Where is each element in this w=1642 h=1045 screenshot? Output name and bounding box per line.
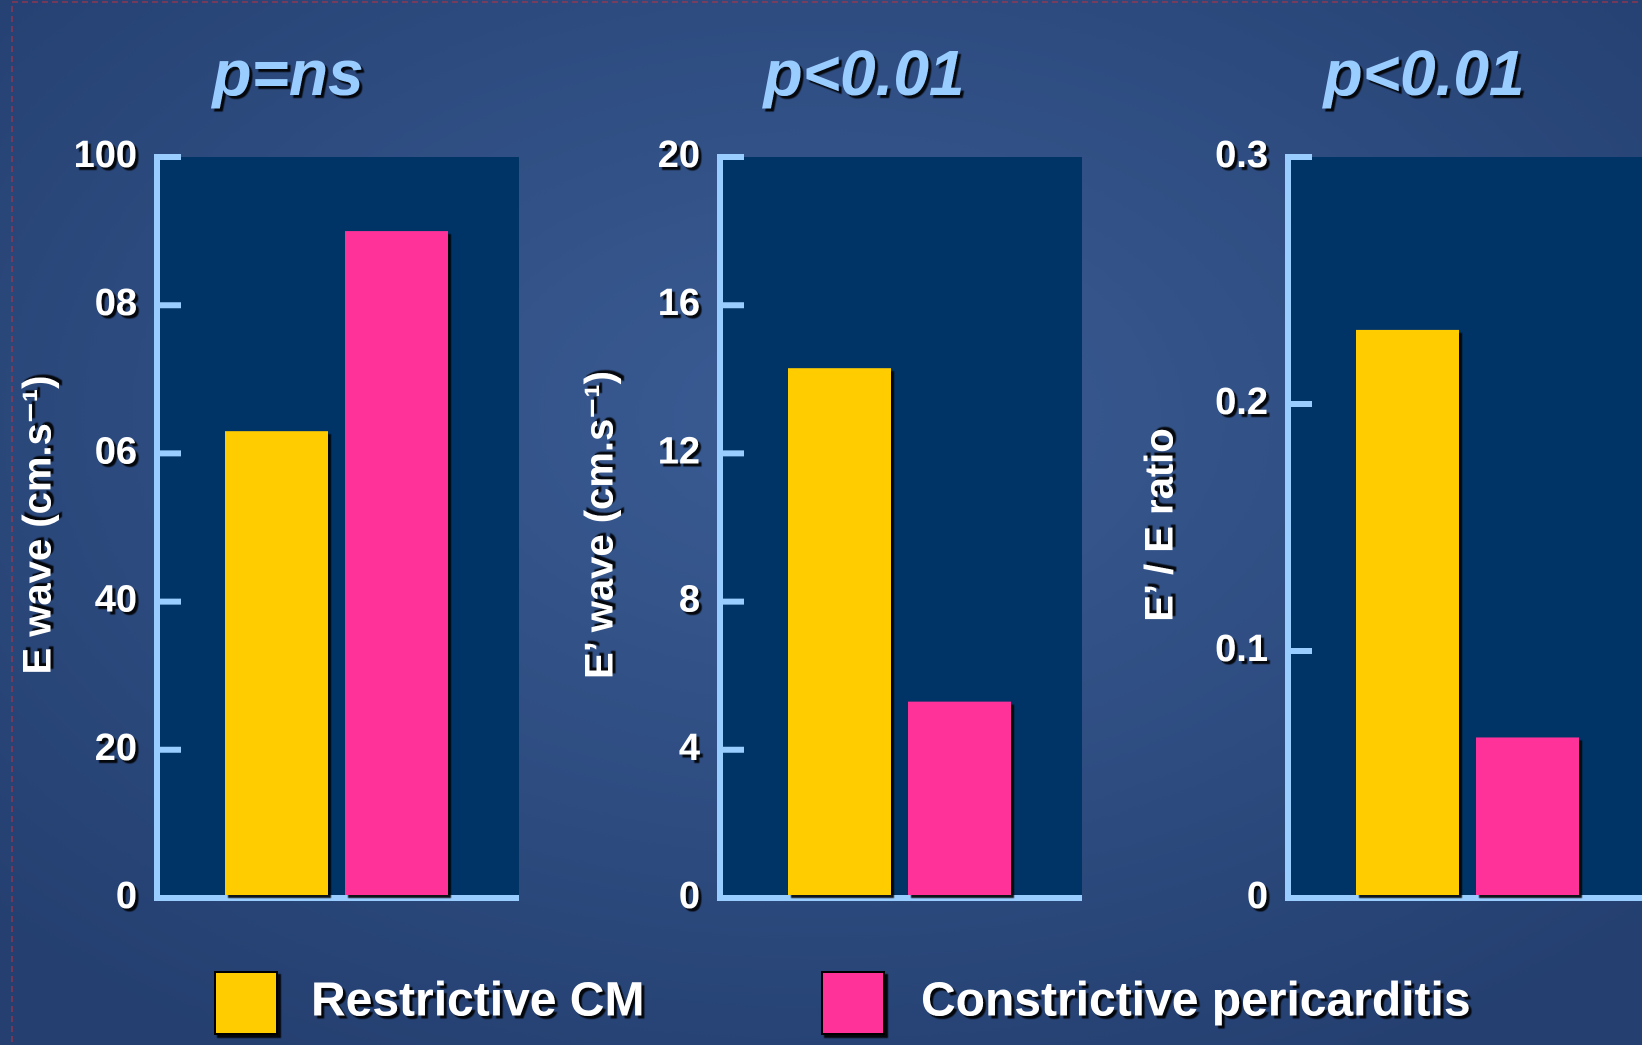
- y-tick-label: 12: [658, 430, 700, 472]
- y-axis-label: E wave (cm.s⁻¹): [16, 375, 60, 674]
- y-tick-label: 0.1: [1215, 628, 1268, 670]
- y-tick-label: 06: [95, 430, 137, 472]
- legend-label: Restrictive CM: [311, 974, 644, 1027]
- y-tick-label: 4: [679, 727, 700, 769]
- legend-label: Constrictive pericarditis: [921, 974, 1471, 1027]
- bar: [788, 368, 891, 895]
- legend-swatch: [214, 971, 278, 1035]
- y-axis-label: E’ wave (cm.s⁻¹): [578, 371, 622, 679]
- legend-swatch: [821, 971, 885, 1035]
- chart-title: p<0.01: [1321, 37, 1524, 109]
- bar: [225, 431, 328, 895]
- y-tick-label: 40: [95, 579, 137, 621]
- y-tick-label: 0.2: [1215, 381, 1268, 423]
- bar: [1476, 737, 1579, 895]
- plot-area: [1288, 157, 1642, 898]
- frame: [11, 1, 1642, 1045]
- plot-area: [720, 157, 1082, 898]
- chart-title: p=ns: [210, 37, 363, 109]
- y-tick-label: 0: [1247, 875, 1268, 917]
- plot-area: [157, 157, 519, 898]
- y-tick-label: 8: [679, 579, 700, 621]
- y-tick-label: 08: [95, 282, 137, 324]
- y-tick-label: 0: [679, 875, 700, 917]
- y-tick-label: 20: [658, 134, 700, 176]
- y-tick-label: 100: [74, 134, 137, 176]
- bar: [345, 231, 448, 896]
- y-tick-label: 0.3: [1215, 134, 1268, 176]
- y-tick-label: 20: [95, 727, 137, 769]
- bar: [1356, 329, 1459, 895]
- bar: [908, 701, 1011, 895]
- chart-title: p<0.01: [761, 37, 964, 109]
- legend: Restrictive CM Constrictive pericarditis: [214, 971, 1471, 1035]
- y-axis-label: E’ / E ratio: [1138, 428, 1182, 621]
- y-tick-label: 16: [658, 282, 700, 324]
- y-tick-label: 0: [116, 875, 137, 917]
